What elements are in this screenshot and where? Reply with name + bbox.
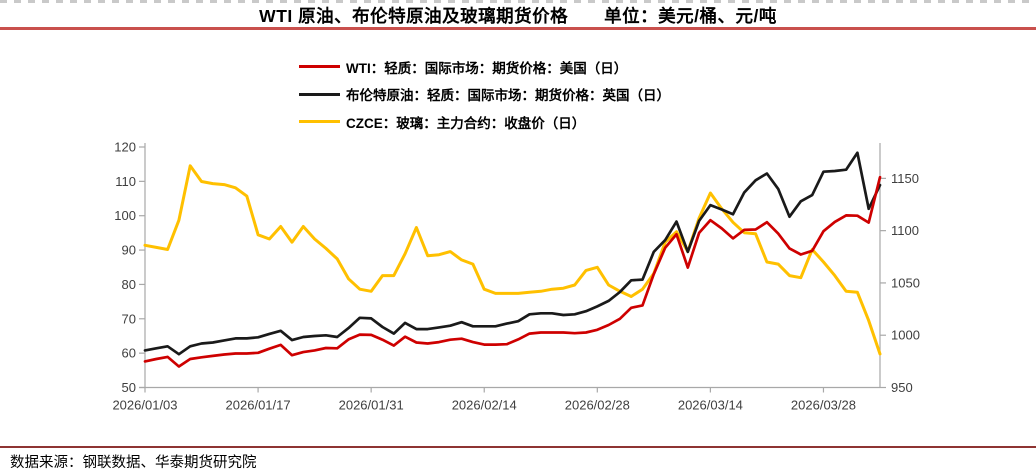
- title-underline: [0, 27, 1036, 30]
- chart-legend: WTI：轻质：国际市场：期货价格：美国（日） 布伦特原油：轻质：国际市场：期货价…: [299, 53, 670, 136]
- legend-item-brent: 布伦特原油：轻质：国际市场：期货价格：英国（日）: [299, 81, 670, 109]
- footer-rule: [0, 446, 1036, 448]
- x-tick-label: 2026/01/31: [339, 398, 404, 413]
- y-left-tick-label: 120: [114, 140, 136, 155]
- glass-line-swatch-icon: [299, 120, 340, 124]
- legend-item-wti: WTI：轻质：国际市场：期货价格：美国（日）: [299, 53, 670, 81]
- y-right-tick-label: 950: [891, 380, 913, 395]
- y-left-tick-label: 60: [122, 346, 136, 361]
- y-left-tick-label: 90: [122, 243, 136, 258]
- y-left-tick-label: 80: [122, 277, 136, 292]
- top-dashed-border: [0, 0, 1036, 3]
- y-right-tick-label: 1150: [891, 171, 919, 186]
- data-source-note: 数据来源：钢联数据、华泰期货研究院: [10, 455, 257, 471]
- x-tick-label: 2026/01/17: [226, 398, 291, 413]
- y-left-tick-label: 110: [115, 174, 136, 189]
- x-tick-label: 2026/01/03: [112, 398, 177, 413]
- y-right-tick-label: 1000: [891, 328, 920, 343]
- brent-line-swatch-icon: [299, 92, 340, 96]
- x-tick-label: 2026/02/14: [452, 398, 517, 413]
- y-left-tick-label: 100: [114, 208, 136, 223]
- brent-price-line: [143, 151, 882, 356]
- x-tick-label: 2026/02/28: [565, 398, 630, 413]
- legend-label-wti: WTI：轻质：国际市场：期货价格：美国（日）: [346, 60, 628, 76]
- x-tick-label: 2026/03/28: [791, 398, 856, 413]
- x-tick-label: 2026/03/14: [678, 398, 743, 413]
- page-title: WTI 原油、布伦特原油及玻璃期货价格 单位：美元/桶、元/吨: [259, 6, 777, 26]
- glass-price-line: [143, 164, 882, 356]
- y-right-tick-label: 1100: [891, 223, 919, 238]
- wti-line-swatch-icon: [299, 65, 340, 69]
- legend-label-brent: 布伦特原油：轻质：国际市场：期货价格：英国（日）: [346, 88, 670, 104]
- y-right-tick-label: 1050: [891, 275, 920, 290]
- y-left-tick-label: 50: [122, 380, 136, 395]
- legend-item-glass: CZCE：玻璃：主力合约：收盘价（日）: [299, 108, 670, 136]
- y-left-tick-label: 70: [122, 311, 136, 326]
- wti-price-line: [143, 175, 882, 368]
- legend-label-glass: CZCE：玻璃：主力合约：收盘价（日）: [346, 115, 586, 131]
